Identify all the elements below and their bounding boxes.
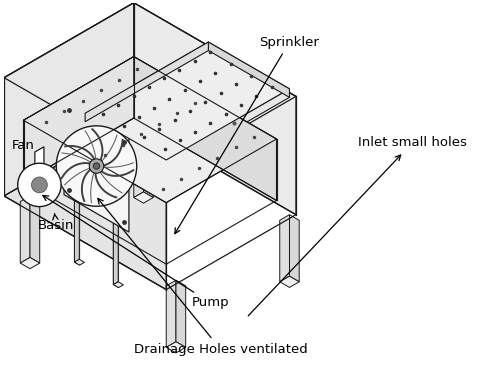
Polygon shape — [166, 89, 290, 169]
Text: Inlet small holes: Inlet small holes — [248, 136, 467, 316]
Polygon shape — [74, 201, 80, 265]
Polygon shape — [134, 130, 143, 198]
Polygon shape — [290, 215, 299, 282]
Polygon shape — [64, 100, 129, 232]
Polygon shape — [280, 215, 289, 282]
Polygon shape — [20, 196, 30, 263]
Polygon shape — [24, 57, 276, 203]
Polygon shape — [4, 3, 296, 171]
Polygon shape — [208, 42, 290, 97]
Circle shape — [94, 163, 100, 169]
Polygon shape — [144, 130, 153, 198]
Text: Pump: Pump — [43, 195, 230, 310]
Polygon shape — [134, 192, 153, 203]
Polygon shape — [4, 3, 134, 196]
Polygon shape — [134, 57, 276, 200]
Polygon shape — [114, 220, 118, 284]
Polygon shape — [85, 42, 208, 122]
Polygon shape — [134, 3, 296, 215]
Polygon shape — [24, 57, 134, 182]
Polygon shape — [280, 276, 299, 288]
Circle shape — [56, 126, 136, 206]
Text: Drainage Holes ventilated: Drainage Holes ventilated — [98, 198, 308, 356]
Polygon shape — [4, 78, 166, 290]
Circle shape — [18, 163, 61, 207]
Text: Basin: Basin — [38, 213, 74, 232]
Polygon shape — [166, 280, 176, 347]
Polygon shape — [114, 223, 118, 288]
Polygon shape — [35, 147, 44, 173]
Polygon shape — [114, 282, 124, 288]
Polygon shape — [166, 342, 186, 353]
Polygon shape — [176, 280, 186, 347]
Polygon shape — [74, 198, 80, 262]
Text: Sprinkler: Sprinkler — [175, 36, 320, 234]
Polygon shape — [20, 257, 40, 269]
Polygon shape — [85, 42, 290, 160]
Circle shape — [89, 159, 104, 173]
Circle shape — [32, 177, 48, 193]
Text: Fan: Fan — [12, 139, 34, 152]
Polygon shape — [74, 259, 85, 265]
Polygon shape — [30, 196, 40, 263]
